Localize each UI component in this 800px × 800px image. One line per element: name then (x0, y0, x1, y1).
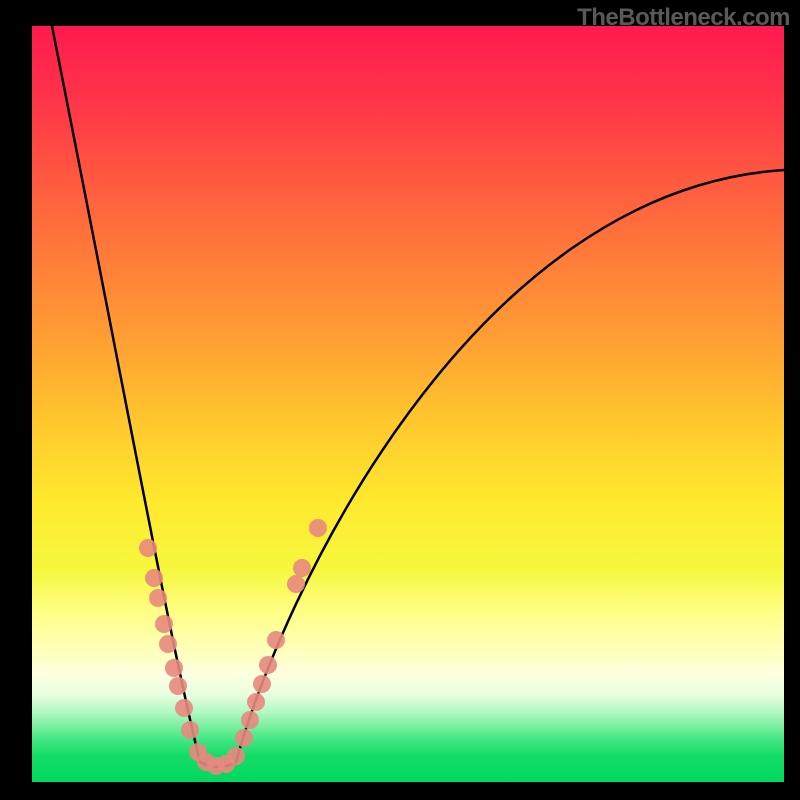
marker-dot (169, 677, 187, 695)
marker-dot (267, 631, 285, 649)
marker-dot (287, 575, 305, 593)
curve-markers (139, 519, 327, 775)
chart-svg (0, 0, 800, 800)
marker-dot (227, 747, 245, 765)
marker-dot (175, 699, 193, 717)
marker-dot (309, 519, 327, 537)
marker-dot (253, 675, 271, 693)
marker-dot (181, 721, 199, 739)
watermark-label: TheBottleneck.com (577, 4, 790, 32)
marker-dot (247, 693, 265, 711)
marker-dot (165, 659, 183, 677)
marker-dot (159, 635, 177, 653)
marker-dot (145, 569, 163, 587)
marker-dot (241, 711, 259, 729)
chart-stage: TheBottleneck.com (0, 0, 800, 800)
marker-dot (139, 539, 157, 557)
marker-dot (149, 589, 167, 607)
marker-dot (155, 615, 173, 633)
marker-dot (293, 559, 311, 577)
marker-dot (259, 656, 277, 674)
v-curve (52, 26, 784, 767)
marker-dot (235, 729, 253, 747)
